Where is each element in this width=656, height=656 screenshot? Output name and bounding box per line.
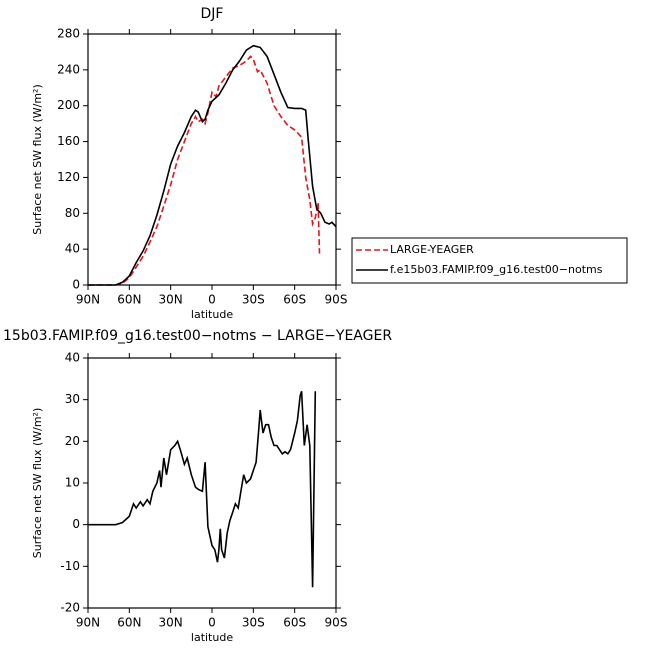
x-tick-label: 90S	[325, 616, 348, 630]
y-axis-label: Surface net SW flux (W/m²)	[31, 84, 44, 235]
x-tick-label: 60S	[283, 293, 306, 307]
data-line	[88, 44, 337, 286]
y-tick-label: 40	[65, 242, 80, 256]
y-tick-label: 120	[57, 170, 80, 184]
legend-label: f.e15b03.FAMIP.f09_g16.test00−notms	[390, 263, 603, 276]
x-tick-label: 90S	[325, 293, 348, 307]
x-tick-label: 30N	[159, 293, 183, 307]
legend-label: LARGE-YEAGER	[390, 243, 474, 256]
x-tick-label: 60S	[283, 616, 306, 630]
x-tick-label: 60N	[117, 616, 141, 630]
x-tick-label: 90N	[76, 293, 100, 307]
y-tick-label: 20	[65, 434, 80, 448]
x-axis-label: latitude	[191, 308, 233, 321]
y-tick-label: 10	[65, 476, 80, 490]
x-tick-label: 0	[208, 616, 216, 630]
plot-frame	[87, 357, 337, 609]
y-tick-label: 160	[57, 134, 80, 148]
x-tick-label: 30S	[242, 616, 265, 630]
y-tick-label: 200	[57, 98, 80, 112]
plot-frame	[87, 33, 337, 286]
chart-title: 15b03.FAMIP.f09_g16.test00−notms − LARGE…	[3, 328, 392, 344]
y-tick-label: 0	[72, 278, 80, 292]
x-tick-label: 90N	[76, 616, 100, 630]
x-tick-label: 0	[208, 293, 216, 307]
chart-title: DJF	[201, 6, 224, 22]
y-axis-label: Surface net SW flux (W/m²)	[31, 408, 44, 559]
x-tick-label: 30S	[242, 293, 265, 307]
data-line	[88, 55, 321, 286]
y-tick-label: 40	[65, 351, 80, 365]
data-line	[88, 391, 317, 588]
y-tick-label: 30	[65, 392, 80, 406]
y-tick-label: -20	[60, 601, 80, 615]
legend-box	[351, 237, 628, 284]
x-axis-label: latitude	[191, 631, 233, 644]
y-tick-label: 80	[65, 206, 80, 220]
y-tick-label: 0	[72, 517, 80, 531]
y-tick-label: 280	[57, 27, 80, 41]
y-tick-label: 240	[57, 62, 80, 76]
x-tick-label: 30N	[159, 616, 183, 630]
y-tick-label: -10	[60, 559, 80, 573]
x-tick-label: 60N	[117, 293, 141, 307]
